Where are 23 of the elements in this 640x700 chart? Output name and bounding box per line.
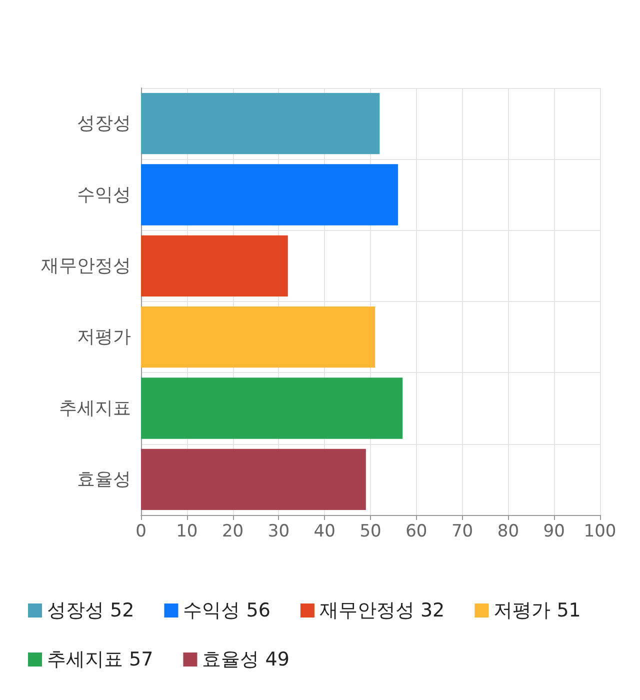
legend-label: 재무안정성 32 [319, 600, 445, 622]
y-tick-label: 수익성 [77, 184, 131, 206]
y-tick-label: 추세지표 [59, 398, 131, 419]
x-tick-label: 80 [497, 522, 520, 542]
y-tick-label: 저평가 [77, 326, 131, 348]
x-tick-label: 40 [314, 522, 336, 542]
legend-label: 추세지표 57 [47, 648, 154, 670]
x-tick-label: 60 [406, 522, 428, 542]
legend-label: 수익성 56 [183, 600, 270, 622]
x-tick-label: 30 [268, 522, 290, 542]
y-tick-label: 효율성 [77, 468, 131, 490]
x-tick-label: 0 [136, 522, 146, 542]
x-tick-label: 70 [451, 522, 474, 542]
x-tick-label: 10 [176, 522, 198, 542]
y-tick-label: 재무안정성 [41, 255, 131, 276]
x-tick-label: 90 [543, 522, 565, 542]
x-tick-label: 20 [222, 522, 244, 542]
legend-label: 효율성 49 [202, 648, 290, 670]
x-tick-label: 50 [360, 522, 382, 542]
x-tick-label: 100 [584, 522, 616, 542]
y-tick-label: 성장성 [77, 113, 131, 134]
legend-label: 저평가 51 [494, 600, 581, 622]
legend-label: 성장성 52 [47, 600, 134, 622]
